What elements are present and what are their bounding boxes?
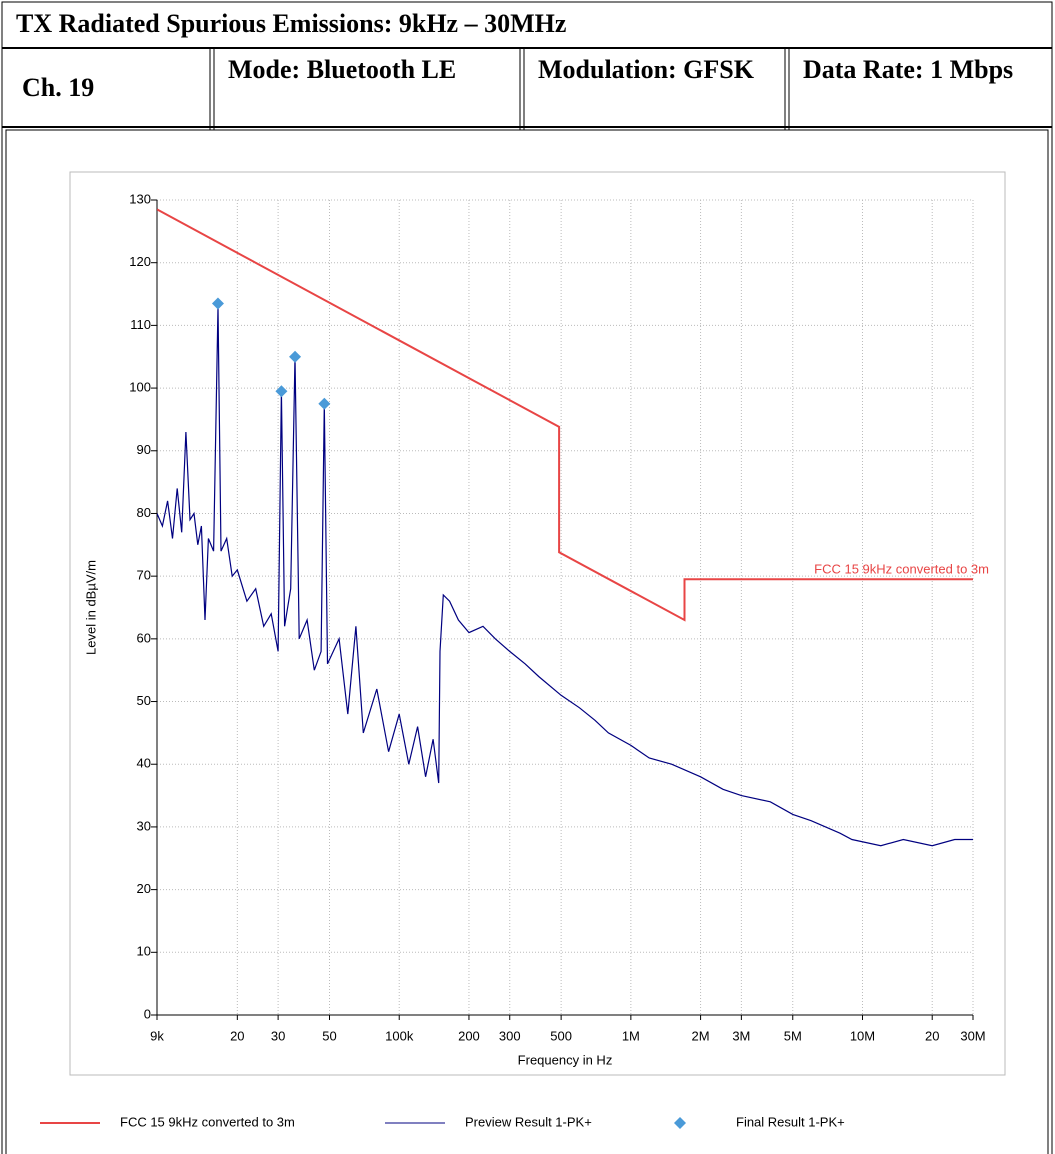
y-axis-label: Level in dBµV/m	[83, 560, 98, 655]
header-cell: Data Rate: 1 Mbps	[803, 55, 1014, 84]
chart-frame	[69, 171, 1006, 1076]
x-tick-label: 5M	[784, 1028, 802, 1043]
y-tick-label: 0	[144, 1006, 151, 1021]
legend-swatch	[674, 1117, 686, 1129]
result-marker	[289, 350, 302, 363]
x-tick-label: 3M	[732, 1028, 750, 1043]
y-tick-label: 10	[137, 944, 151, 959]
y-tick-label: 100	[129, 380, 151, 395]
x-tick-label: 100k	[385, 1028, 414, 1043]
x-tick-label: 2M	[692, 1028, 710, 1043]
x-tick-label: 300	[499, 1028, 521, 1043]
x-tick-label: 20	[925, 1028, 939, 1043]
x-tick-label: 30	[271, 1028, 285, 1043]
header-cell: Ch. 19	[22, 73, 95, 102]
x-tick-label: 9k	[150, 1028, 164, 1043]
x-axis-label: Frequency in Hz	[518, 1052, 613, 1067]
header-cell: Modulation: GFSK	[538, 55, 754, 84]
x-tick-label: 10M	[850, 1028, 875, 1043]
x-tick-label: 20	[230, 1028, 244, 1043]
y-tick-label: 90	[137, 442, 151, 457]
body-border	[5, 129, 1049, 1154]
x-tick-label: 200	[458, 1028, 480, 1043]
x-tick-label: 30M	[960, 1028, 985, 1043]
x-tick-label: 500	[550, 1028, 572, 1043]
y-tick-label: 80	[137, 505, 151, 520]
y-tick-label: 20	[137, 881, 151, 896]
x-tick-label: 50	[322, 1028, 336, 1043]
result-marker	[275, 385, 288, 398]
y-tick-label: 30	[137, 818, 151, 833]
legend-label: Final Result 1-PK+	[736, 1114, 845, 1129]
x-tick-label: 1M	[622, 1028, 640, 1043]
y-tick-label: 50	[137, 693, 151, 708]
y-tick-label: 130	[129, 191, 151, 206]
y-tick-label: 40	[137, 756, 151, 771]
series-line	[157, 208, 973, 622]
y-tick-label: 120	[129, 254, 151, 269]
limit-annotation: FCC 15 9kHz converted to 3m	[814, 562, 989, 577]
result-marker	[211, 297, 224, 310]
result-marker	[318, 397, 331, 410]
header-title: TX Radiated Spurious Emissions: 9kHz – 3…	[16, 9, 567, 38]
cell-borders	[209, 48, 790, 130]
y-tick-label: 60	[137, 630, 151, 645]
legend-label: Preview Result 1-PK+	[465, 1114, 592, 1129]
y-tick-label: 110	[130, 317, 151, 332]
header-cell: Mode: Bluetooth LE	[228, 55, 457, 84]
series-line	[157, 306, 973, 847]
legend-label: FCC 15 9kHz converted to 3m	[120, 1114, 295, 1129]
y-tick-label: 70	[137, 568, 151, 583]
